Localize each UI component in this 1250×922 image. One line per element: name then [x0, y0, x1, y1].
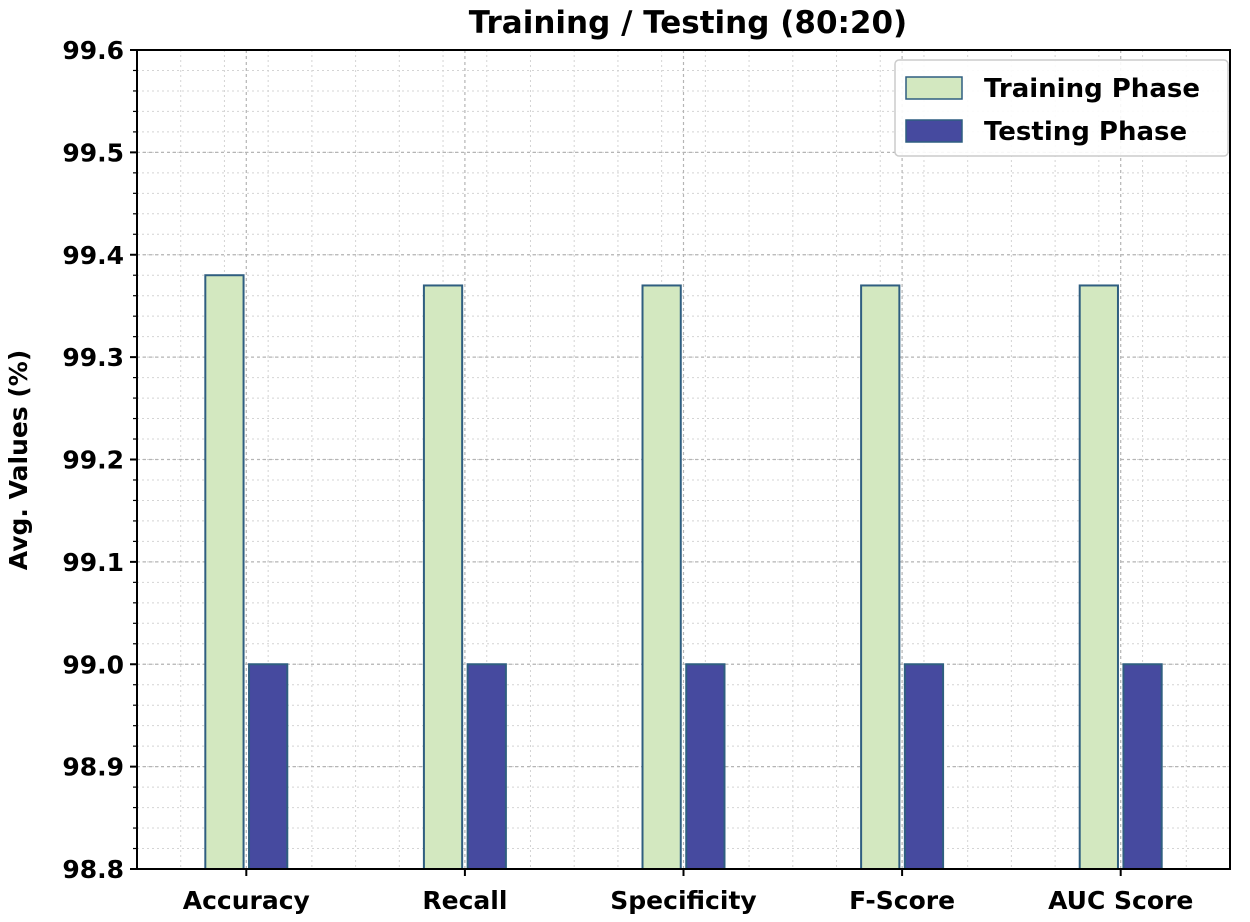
y-axis-label: Avg. Values (%) [4, 350, 33, 571]
y-axis: 98.8 98.9 99.0 99.1 99.2 99.3 99.4 99.5 99.6 [62, 36, 137, 884]
bar-testing-auc-score [1122, 663, 1163, 870]
y-tick-label: 98.8 [62, 855, 124, 884]
legend: Training Phase Testing Phase [894, 59, 1229, 157]
bar-training-f-score [860, 284, 901, 870]
y-tick-label: 99.3 [62, 343, 124, 372]
x-tick-label: Recall [422, 886, 507, 915]
legend-label-testing: Testing Phase [984, 117, 1187, 147]
bar-training-accuracy [204, 274, 245, 871]
y-tick-label: 99.6 [62, 36, 124, 65]
bars [204, 274, 1163, 871]
bar-training-recall [422, 284, 464, 870]
bar-testing-specificity [685, 663, 726, 870]
bar-training-auc-score [1078, 284, 1119, 870]
x-tick-label: AUC Score [1048, 886, 1193, 915]
x-tick-label: Accuracy [183, 886, 310, 915]
y-tick-label: 99.0 [62, 650, 124, 679]
grid-lines [136, 49, 1230, 870]
y-tick-label: 99.4 [62, 241, 124, 270]
bar-testing-f-score [903, 663, 945, 870]
legend-label-training: Training Phase [984, 74, 1200, 104]
legend-swatch-testing [905, 119, 963, 143]
bar-testing-recall [466, 663, 507, 870]
x-axis: Accuracy Recall Specificity F-Score AUC Scor… [183, 869, 1193, 915]
y-tick-label: 99.5 [62, 138, 124, 167]
x-tick-label: F-Score [849, 886, 955, 915]
legend-box [894, 59, 1229, 157]
legend-swatch-training [905, 76, 963, 100]
chart-title: Training / Testing (80:20) [469, 5, 907, 41]
y-tick-label: 98.9 [62, 753, 124, 782]
x-tick-label: Specificity [610, 886, 756, 915]
y-tick-label: 99.1 [62, 548, 124, 577]
bar-testing-accuracy [248, 663, 289, 870]
y-tick-label: 99.2 [62, 446, 124, 475]
bar-training-specificity [641, 284, 682, 870]
